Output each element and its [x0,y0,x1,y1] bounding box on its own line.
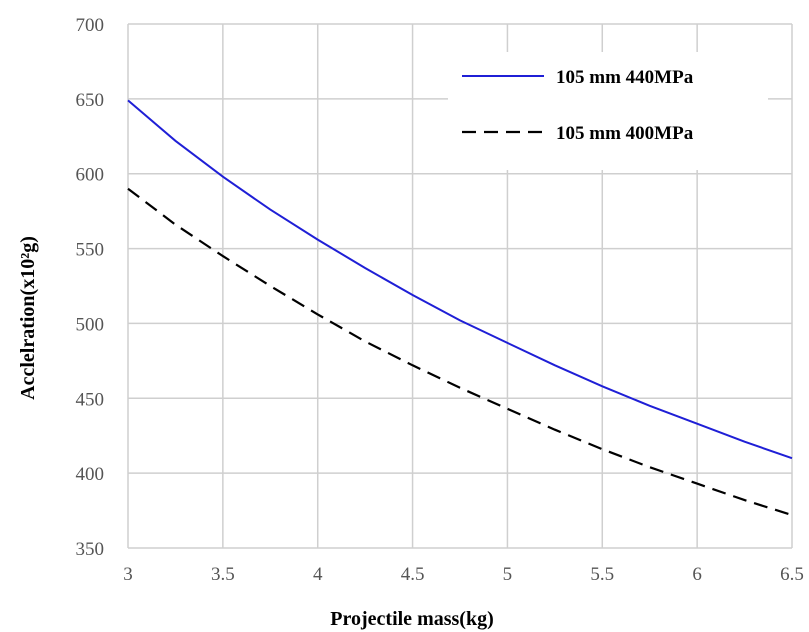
series-layer [127,99,793,517]
x-tick-label: 3 [123,564,133,585]
series-line-0 [127,99,793,460]
legend: 105 mm 440MPa 105 mm 400MPa [448,52,768,170]
x-tick-label: 6 [692,564,702,585]
x-tick-label: 4 [313,564,323,585]
x-tick-labels: 3 3.5 4 4.5 5 5.5 6 6.5 [123,564,804,585]
y-tick-label: 350 [76,539,105,560]
y-tick-labels: 350 400 450 500 550 600 650 700 [76,15,105,560]
y-tick-label: 700 [76,15,105,36]
y-tick-label: 650 [76,90,105,111]
legend-background [448,52,768,170]
x-tick-label: 4.5 [401,564,425,585]
y-tick-label: 600 [76,165,105,186]
x-tick-label: 3.5 [211,564,235,585]
y-tick-label: 500 [76,314,105,335]
x-axis-title: Projectile mass(kg) [330,608,493,630]
legend-label-105mm-440mpa: 105 mm 440MPa [556,67,694,88]
y-tick-label: 450 [76,389,105,410]
y-tick-label: 400 [76,464,105,485]
y-axis-title: Acclelration(x10²g) [17,236,39,400]
series-line-1 [127,187,793,517]
x-tick-label: 5 [503,564,513,585]
x-tick-label: 6.5 [780,564,804,585]
legend-label-105mm-400mpa: 105 mm 400MPa [556,123,694,144]
x-tick-label: 5.5 [590,564,614,585]
y-tick-label: 550 [76,240,105,261]
